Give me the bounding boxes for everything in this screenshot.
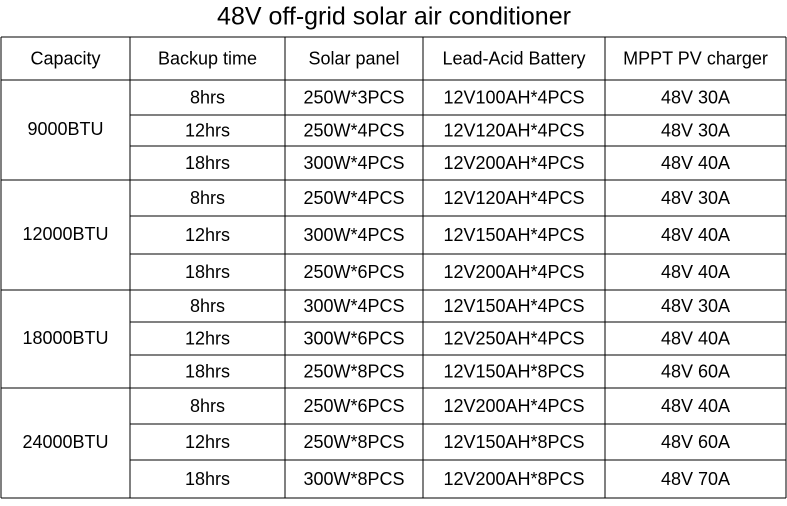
table-cell: 18hrs: [185, 469, 230, 489]
table-cell: 48V 60A: [661, 361, 730, 381]
header-cell: Solar panel: [308, 48, 399, 68]
table-cell: 250W*8PCS: [303, 361, 404, 381]
table-cell: 48V 30A: [661, 120, 730, 140]
table-cell: 48V 30A: [661, 188, 730, 208]
capacity-cell: 9000BTU: [27, 119, 103, 139]
table-cell: 12V250AH*4PCS: [443, 328, 584, 348]
table-cell: 48V 30A: [661, 87, 730, 107]
table-cell: 300W*8PCS: [303, 469, 404, 489]
table-cell: 250W*3PCS: [303, 87, 404, 107]
table-cell: 48V 30A: [661, 296, 730, 316]
table-cell: 12V200AH*4PCS: [443, 396, 584, 416]
capacity-cell: 18000BTU: [22, 328, 108, 348]
table-cell: 12hrs: [185, 120, 230, 140]
capacity-cell: 12000BTU: [22, 224, 108, 244]
table-cell: 48V 40A: [661, 396, 730, 416]
table-cell: 18hrs: [185, 361, 230, 381]
table-cell: 48V 70A: [661, 469, 730, 489]
table-cell: 12V150AH*4PCS: [443, 225, 584, 245]
table-cell: 12V100AH*4PCS: [443, 87, 584, 107]
table-cell: 250W*6PCS: [303, 396, 404, 416]
table-cell: 12V200AH*8PCS: [443, 469, 584, 489]
table-cell: 300W*4PCS: [303, 296, 404, 316]
table-cell: 18hrs: [185, 262, 230, 282]
table-cell: 12V120AH*4PCS: [443, 188, 584, 208]
table-cell: 300W*4PCS: [303, 225, 404, 245]
table-cell: 8hrs: [190, 396, 225, 416]
table-cell: 18hrs: [185, 153, 230, 173]
header-cell: Backup time: [158, 48, 257, 68]
table-cell: 300W*6PCS: [303, 328, 404, 348]
table-cell: 12V150AH*8PCS: [443, 361, 584, 381]
table-cell: 250W*4PCS: [303, 188, 404, 208]
title: 48V off-grid solar air conditioner: [217, 3, 571, 31]
table-cell: 48V 40A: [661, 153, 730, 173]
header-cell: MPPT PV charger: [623, 48, 768, 68]
table-cell: 8hrs: [190, 188, 225, 208]
table-cell: 48V 40A: [661, 262, 730, 282]
table-cell: 300W*4PCS: [303, 153, 404, 173]
table-cell: 12V120AH*4PCS: [443, 120, 584, 140]
table-cell: 12hrs: [185, 225, 230, 245]
table-cell: 12hrs: [185, 432, 230, 452]
table-cell: 12V150AH*8PCS: [443, 432, 584, 452]
table-cell: 48V 40A: [661, 328, 730, 348]
table-cell: 12V200AH*4PCS: [443, 153, 584, 173]
table-cell: 8hrs: [190, 296, 225, 316]
table-cell: 250W*4PCS: [303, 120, 404, 140]
table-cell: 8hrs: [190, 87, 225, 107]
table-cell: 12V200AH*4PCS: [443, 262, 584, 282]
table-cell: 12V150AH*4PCS: [443, 296, 584, 316]
header-cell: Lead-Acid Battery: [442, 48, 585, 68]
table-cell: 250W*8PCS: [303, 432, 404, 452]
header-cell: Capacity: [30, 48, 100, 68]
table-cell: 12hrs: [185, 328, 230, 348]
table-cell: 250W*6PCS: [303, 262, 404, 282]
table-cell: 48V 60A: [661, 432, 730, 452]
table-cell: 48V 40A: [661, 225, 730, 245]
capacity-cell: 24000BTU: [22, 432, 108, 452]
